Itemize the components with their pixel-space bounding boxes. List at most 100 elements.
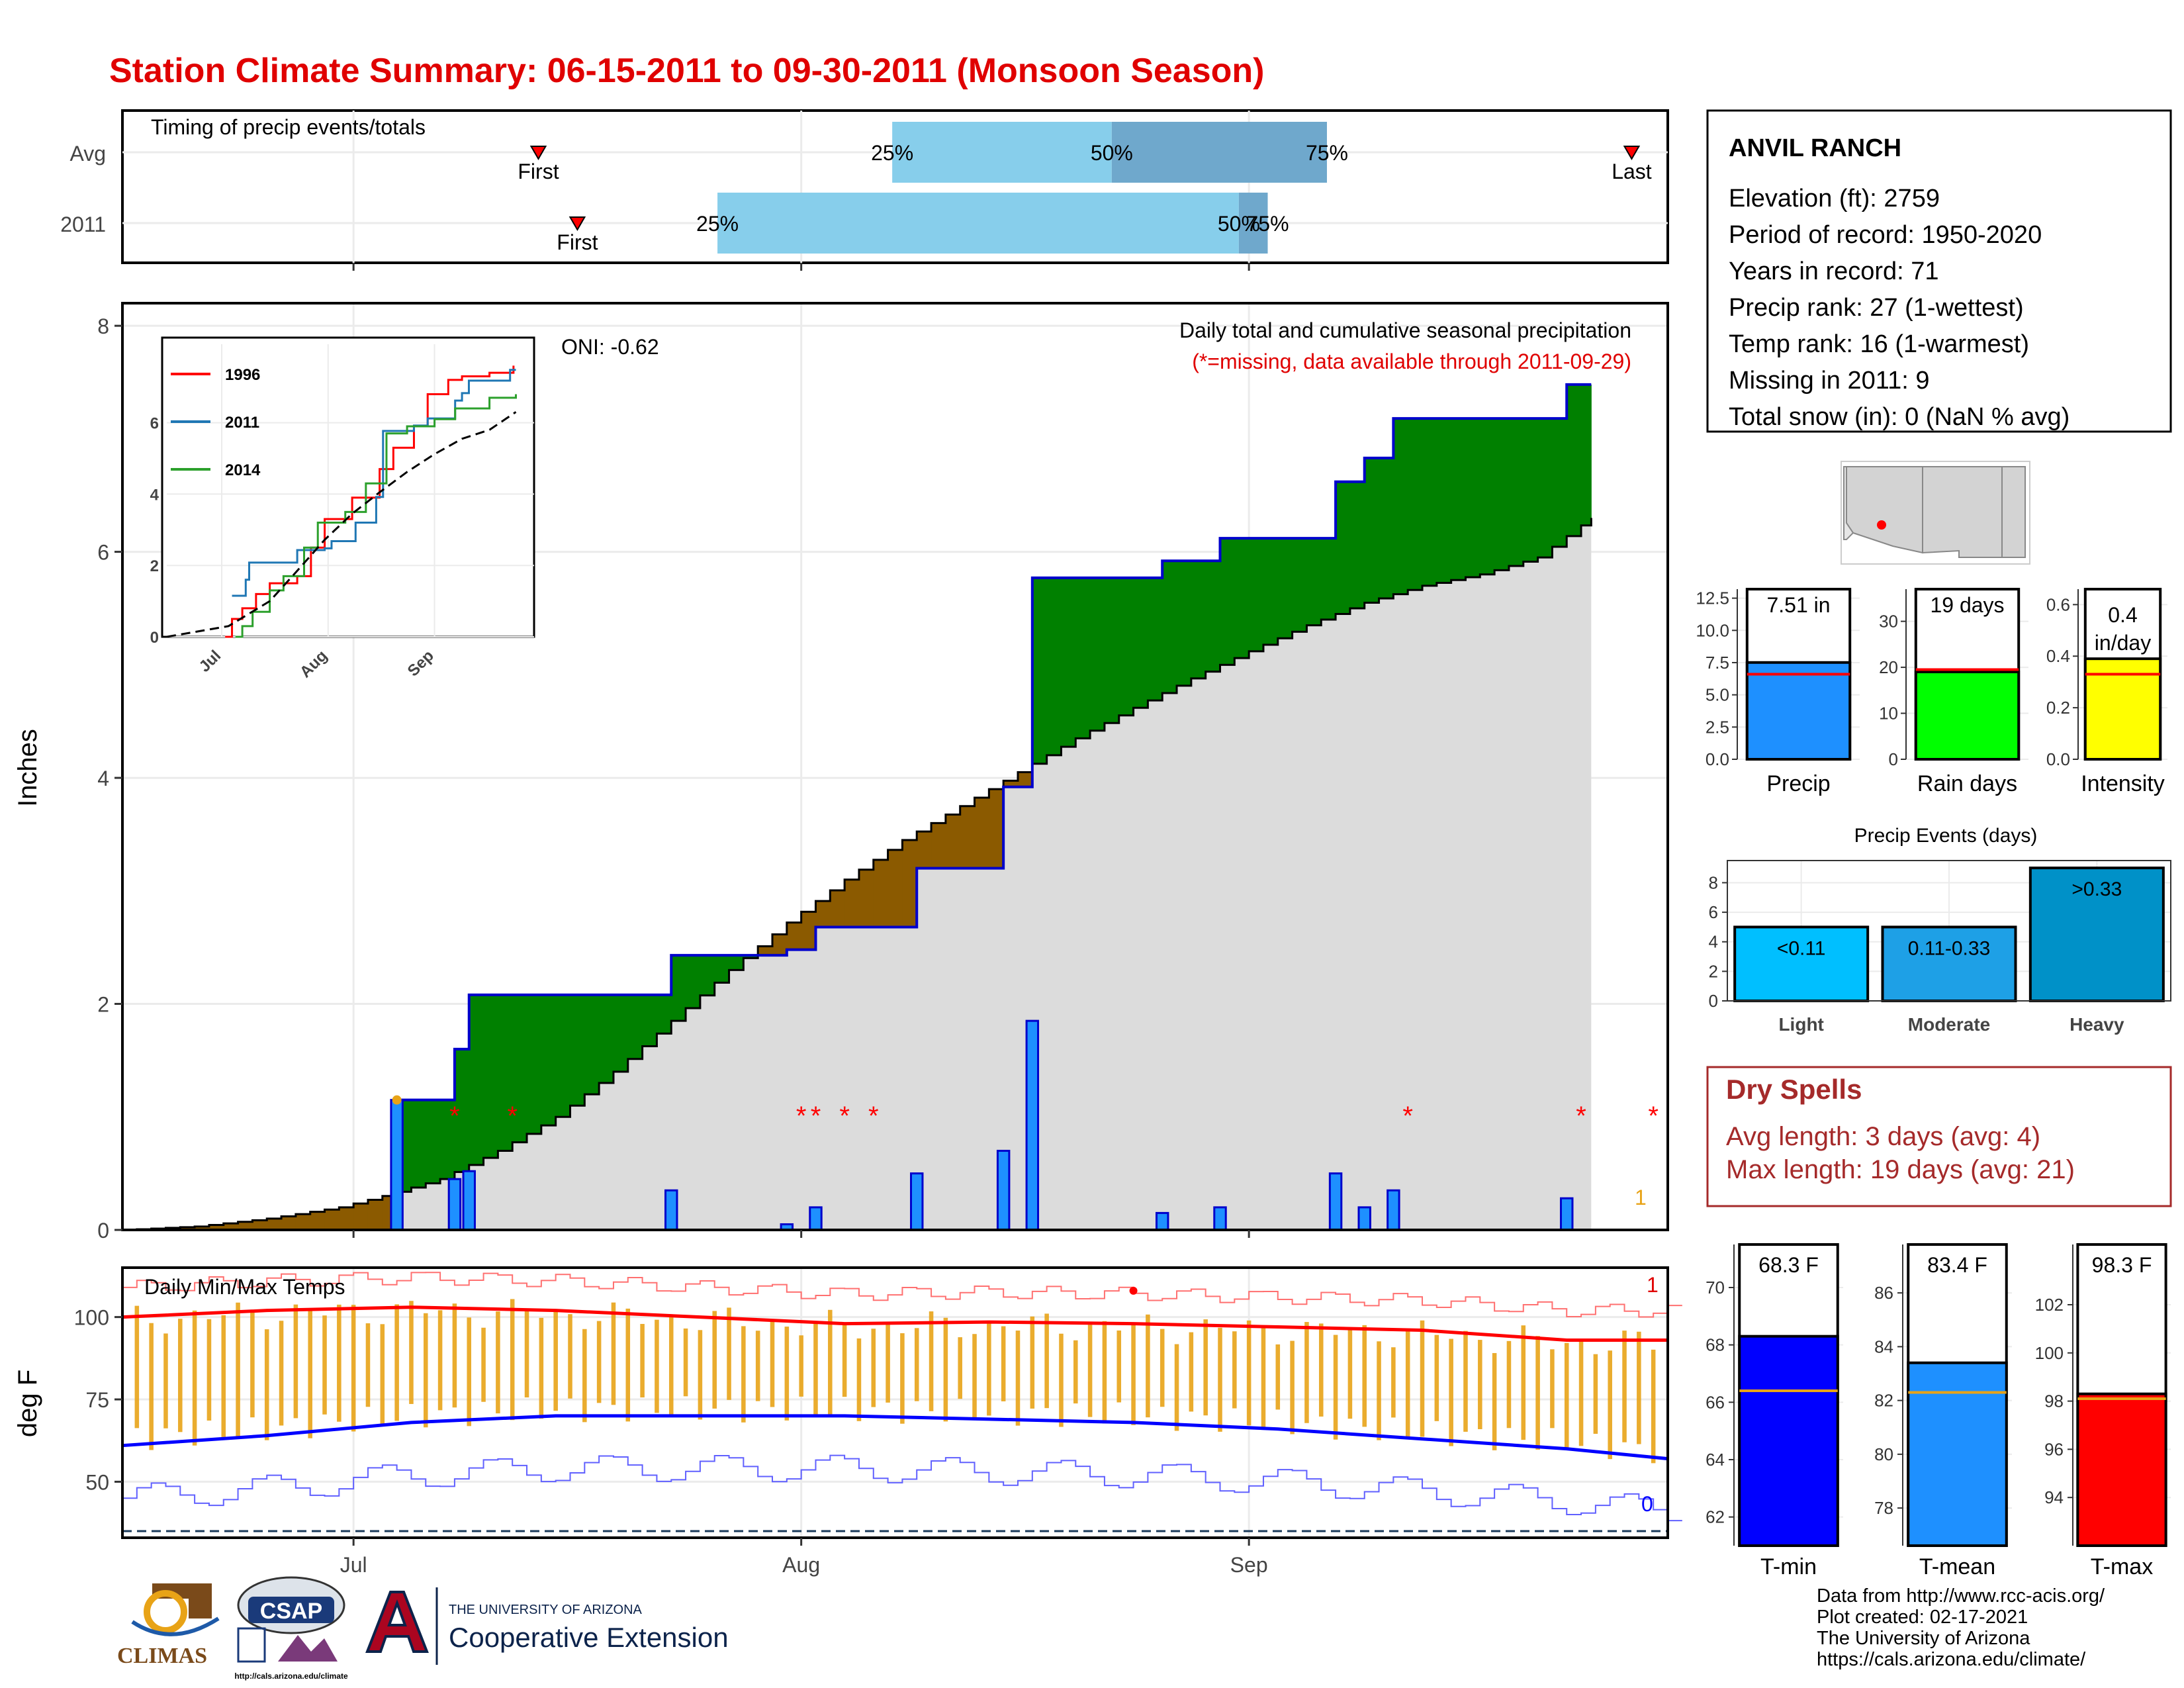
timing-bar-25-50 xyxy=(717,193,1239,254)
above-average-fill xyxy=(1451,418,1466,581)
events-tick-label: 0 xyxy=(1709,991,1718,1011)
daily-temp-bar xyxy=(1550,1349,1555,1429)
above-average-fill xyxy=(1306,538,1322,626)
below-average-fill xyxy=(324,1209,340,1230)
above-average-fill xyxy=(1205,561,1221,672)
daily-precip-bar xyxy=(390,1099,404,1231)
station-line: Period of record: 1950-2020 xyxy=(1729,221,2042,249)
events-bar-inner: >0.33 xyxy=(2071,878,2122,900)
csap-chart-icon xyxy=(237,1627,266,1663)
temp-summary-tick-label: 82 xyxy=(1874,1391,1893,1411)
below-average-fill xyxy=(367,1199,383,1230)
above-average-fill xyxy=(1567,384,1582,536)
daily-temp-bar xyxy=(1087,1325,1093,1417)
daily-temp-bar xyxy=(1015,1331,1021,1426)
inset-line-2011 xyxy=(232,369,516,597)
summary-tick-label: 2.5 xyxy=(1706,717,1729,737)
daily-temp-bar xyxy=(596,1321,602,1403)
events-bar-heavy xyxy=(2028,867,2165,1002)
summary-tick-label: 7.5 xyxy=(1706,653,1729,673)
daily-temp-bar xyxy=(394,1304,399,1421)
above-average-fill xyxy=(1277,538,1293,639)
daily-temp-bar xyxy=(655,1319,659,1413)
summary-tick-label: 30 xyxy=(1879,612,1898,632)
logo-csap: CSAP http://cals.arizona.edu/climate xyxy=(234,1576,348,1681)
station-frame xyxy=(1706,109,2172,433)
station-location-dot xyxy=(1877,520,1886,530)
inset-legend-label: 1996 xyxy=(225,366,260,384)
temp-grid xyxy=(122,1268,1668,1538)
station-line: Total snow (in): 0 (NaN % avg) xyxy=(1729,403,2070,431)
daily-temp-bar xyxy=(611,1302,616,1405)
inset-y-tick: 4 xyxy=(150,486,159,504)
daily-temp-bar xyxy=(698,1330,703,1420)
y-tick-label: 8 xyxy=(97,314,109,338)
timing-bar-50-75 xyxy=(1238,193,1268,254)
station-line: Elevation (ft): 2759 xyxy=(1729,185,1940,212)
temp-summary-value: 83.4 F xyxy=(1927,1253,1987,1277)
above-average-fill xyxy=(469,994,484,1165)
daily-temp-bar xyxy=(437,1310,443,1411)
above-average-fill xyxy=(627,994,643,1059)
daily-temp-bar xyxy=(1030,1316,1035,1409)
events-tick-label: 4 xyxy=(1709,932,1718,952)
timing-marker-last xyxy=(1623,146,1641,160)
below-average-fill xyxy=(873,859,889,927)
above-average-fill xyxy=(1523,418,1539,562)
dry-spells-title: Dry Spells xyxy=(1726,1074,1862,1105)
temp-summary-value: 68.3 F xyxy=(1758,1253,1819,1277)
below-average-fill xyxy=(295,1214,311,1230)
daily-temp-bar xyxy=(423,1313,428,1428)
timing-label-75: 75% xyxy=(1246,212,1289,236)
events-bar-label: Moderate xyxy=(1908,1014,1990,1035)
daily-temp-bar xyxy=(1102,1321,1107,1424)
summary-bar-label: Rain days xyxy=(1917,771,2017,796)
daily-temp-bar xyxy=(1535,1336,1540,1450)
daily-temp-bar xyxy=(871,1329,876,1407)
csap-badge xyxy=(248,1597,334,1623)
above-average-fill xyxy=(1494,418,1510,571)
summary-bar-label: Intensity xyxy=(2081,771,2165,796)
daily-temp-bar xyxy=(279,1321,284,1426)
daily-precip-bar xyxy=(1357,1206,1371,1231)
daily-temp-bar xyxy=(1622,1331,1627,1442)
daily-temp-bar xyxy=(900,1333,905,1424)
daily-temp-bar xyxy=(409,1301,414,1404)
climas-logo-text: CLIMAS xyxy=(117,1644,207,1668)
daily-temp-bar xyxy=(914,1328,919,1401)
daily-temp-bar xyxy=(1564,1342,1569,1450)
temp-summary-bar-t-max xyxy=(2076,1392,2167,1547)
above-average-fill xyxy=(1104,577,1120,724)
summary-bars: 0.0 2.5 5.0 7.5 10.0 12.5 7.51 in Precip 0 10 20 30… xyxy=(1696,588,2167,796)
summary-tick-label: 20 xyxy=(1879,657,1898,677)
above-average-fill xyxy=(1480,418,1495,575)
ua-line2: Cooperative Extension xyxy=(449,1622,729,1653)
daily-temp-bar xyxy=(1203,1319,1208,1416)
daily-temp-bar xyxy=(539,1317,544,1419)
daily-temp-bar xyxy=(958,1337,962,1399)
daily-temp-bar xyxy=(1434,1335,1439,1421)
temp-summary-tick-label: 78 xyxy=(1874,1498,1893,1518)
below-average-fill xyxy=(945,814,961,868)
daily-temp-bar xyxy=(842,1325,847,1397)
daily-temp-bar xyxy=(1377,1341,1381,1440)
timing-text-first: First xyxy=(557,230,598,254)
daily-temp-bar xyxy=(1304,1322,1309,1423)
summary-tick-label: 10.0 xyxy=(1696,620,1729,640)
timing-bar-25-50 xyxy=(892,122,1112,183)
daily-temp-bar xyxy=(683,1328,688,1397)
daily-temp-bar xyxy=(1232,1331,1237,1409)
daily-temp-bar xyxy=(178,1319,183,1432)
summary-value-label: 0.4 xyxy=(2108,603,2137,627)
daily-temp-bar xyxy=(365,1323,371,1407)
summary-value-label: 19 days xyxy=(1930,593,2004,617)
avg-cumulative-line xyxy=(122,518,1592,1231)
timing-label-25: 25% xyxy=(871,141,913,165)
y-tick-label: 50 xyxy=(85,1470,109,1494)
above-average-fill xyxy=(1075,577,1091,739)
daily-temp-bar xyxy=(221,1315,226,1437)
temp-summary-tick-label: 96 xyxy=(2044,1439,2064,1459)
above-average-fill xyxy=(527,994,542,1134)
